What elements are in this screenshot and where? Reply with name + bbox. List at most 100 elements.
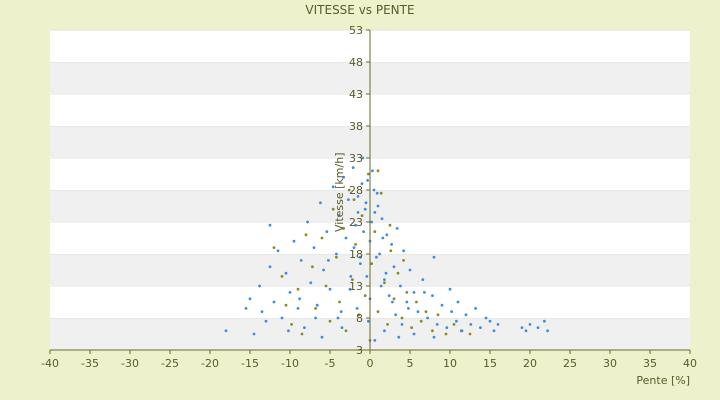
- data-point: [324, 284, 328, 288]
- data-point: [344, 329, 348, 333]
- data-point: [452, 323, 456, 326]
- data-point: [304, 233, 308, 237]
- data-point: [298, 297, 301, 301]
- data-point: [299, 259, 303, 262]
- data-point: [468, 332, 472, 336]
- data-point: [337, 214, 341, 218]
- data-point: [272, 300, 276, 304]
- data-point: [375, 255, 378, 259]
- data-point: [314, 307, 317, 310]
- data-point: [347, 188, 351, 192]
- x-tick-label: -25: [161, 357, 179, 370]
- data-point: [402, 259, 405, 262]
- data-point: [315, 303, 319, 307]
- data-point: [390, 243, 393, 246]
- data-point: [408, 268, 412, 272]
- data-point: [354, 243, 357, 246]
- data-point: [384, 271, 388, 275]
- data-point: [389, 249, 393, 253]
- data-point: [312, 246, 316, 250]
- data-point: [300, 332, 304, 336]
- data-point: [284, 303, 288, 307]
- data-point: [492, 329, 496, 333]
- data-point: [412, 291, 416, 294]
- data-point: [370, 262, 373, 265]
- data-point: [349, 275, 353, 278]
- y-tick-label: 8: [356, 312, 363, 325]
- data-point: [352, 246, 356, 250]
- data-point: [415, 300, 418, 304]
- data-point: [328, 319, 332, 323]
- data-point: [272, 246, 276, 250]
- data-point: [335, 252, 338, 256]
- data-point: [288, 291, 292, 294]
- data-point: [248, 297, 252, 301]
- y-tick-label: 38: [349, 120, 363, 133]
- data-point: [371, 169, 374, 173]
- data-point: [373, 339, 377, 342]
- data-point: [331, 185, 335, 189]
- data-point: [276, 249, 280, 253]
- data-point: [379, 191, 383, 195]
- data-point: [373, 211, 377, 214]
- data-point: [432, 335, 436, 339]
- data-point: [380, 217, 384, 221]
- data-point: [244, 307, 248, 310]
- data-point: [319, 201, 322, 205]
- data-point: [363, 207, 367, 211]
- data-point: [399, 284, 402, 288]
- data-point: [397, 335, 401, 339]
- data-point: [376, 204, 380, 208]
- data-point: [386, 323, 389, 326]
- x-tick-label: -20: [201, 357, 219, 370]
- data-point: [258, 284, 261, 288]
- data-point: [335, 255, 338, 259]
- data-point: [419, 319, 423, 323]
- data-point: [363, 294, 367, 297]
- x-tick-label: 25: [563, 357, 577, 370]
- data-point: [376, 310, 380, 313]
- data-point: [309, 281, 313, 285]
- data-point: [340, 326, 344, 329]
- data-point: [359, 262, 362, 265]
- data-point: [448, 287, 452, 291]
- data-point: [320, 335, 324, 339]
- y-tick-label: 28: [349, 184, 363, 197]
- y-tick-label: 33: [349, 152, 363, 165]
- data-point: [320, 236, 324, 240]
- data-point: [484, 316, 488, 320]
- y-tick-label: 23: [349, 216, 363, 229]
- data-point: [356, 211, 360, 214]
- data-point: [450, 310, 453, 313]
- data-point: [421, 278, 425, 281]
- data-point: [405, 300, 409, 304]
- data-point: [520, 326, 524, 329]
- x-tick-label: -30: [121, 357, 139, 370]
- y-axis-label: Vitesse [km/h]: [333, 153, 346, 233]
- data-point: [543, 319, 546, 323]
- data-point: [284, 271, 288, 275]
- data-point: [351, 278, 354, 281]
- data-point: [416, 310, 420, 313]
- data-point: [347, 198, 350, 202]
- data-point: [455, 319, 458, 323]
- data-point: [338, 300, 341, 304]
- data-point: [327, 259, 330, 262]
- data-point: [356, 195, 360, 198]
- data-point: [342, 175, 345, 179]
- data-point: [360, 214, 364, 218]
- data-point: [364, 201, 368, 205]
- data-point: [354, 223, 357, 227]
- x-tick-label: 35: [643, 357, 657, 370]
- data-point: [344, 236, 348, 240]
- data-point: [444, 332, 448, 336]
- x-tick-label: 30: [603, 357, 617, 370]
- data-point: [381, 236, 385, 240]
- data-point: [351, 166, 355, 170]
- data-point: [336, 316, 340, 320]
- data-point: [348, 287, 352, 291]
- data-point: [396, 271, 400, 275]
- x-axis-label: Pente [%]: [636, 374, 690, 387]
- data-point: [375, 191, 379, 195]
